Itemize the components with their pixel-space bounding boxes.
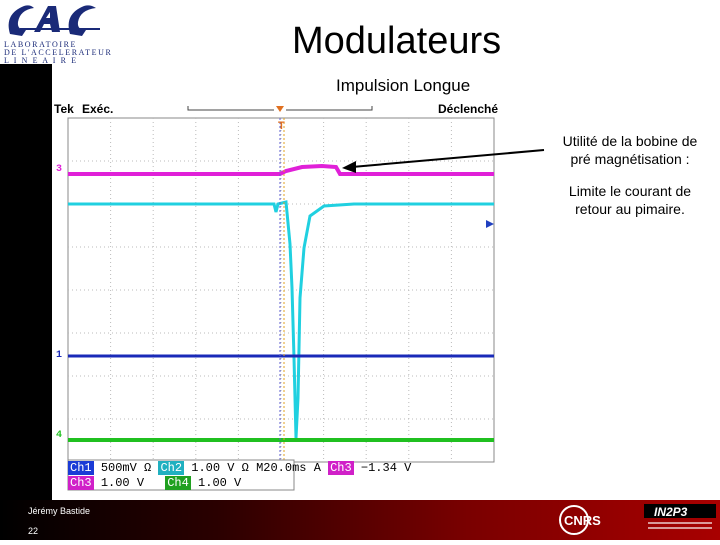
- trigger-t-marker: T: [278, 120, 285, 132]
- slide-title: Modulateurs: [292, 20, 502, 62]
- lal-logo-mark: [8, 5, 100, 36]
- ch1-chip: Ch1: [68, 461, 94, 475]
- trigger-level: −1.34 V: [360, 461, 412, 475]
- ch3-scale: 1.00 V: [100, 476, 145, 490]
- note-2-line-1: Limite le courant de: [568, 183, 692, 199]
- left-sidebar: [0, 64, 52, 500]
- scope-status: Déclenché: [438, 102, 499, 116]
- in2p3-logo-text: IN2P3: [654, 505, 688, 519]
- readout-row-2: Ch3 1.00 V Ch4 1.00 V: [68, 476, 241, 490]
- ch3-chip: Ch3: [68, 476, 94, 490]
- cnrs-logo: CNRS: [556, 500, 640, 540]
- note-2-line-2: retour au pimaire.: [575, 201, 685, 217]
- oscilloscope-graticule: [54, 98, 510, 492]
- time-base: M20.0ms: [256, 461, 307, 475]
- author-name: Jérémy Bastide: [28, 506, 91, 516]
- page-number: 22: [28, 526, 39, 536]
- lal-logo: LABORATOIRE DE L'ACCELERATEUR L I N E A …: [0, 0, 111, 65]
- trigger-channel: Ch3: [328, 461, 354, 475]
- in2p3-logo: IN2P3: [644, 502, 716, 538]
- ch1-label: 1: [56, 350, 63, 361]
- cnrs-logo-text: CNRS: [564, 513, 601, 528]
- slide-subtitle: Impulsion Longue: [336, 76, 471, 95]
- scope-mode: Exéc.: [82, 102, 114, 116]
- ch3-trace: [68, 163, 494, 176]
- ch4-scale: 1.00 V: [198, 476, 242, 490]
- readout-row-1: Ch1 500mV Ω Ch2 1.00 V Ω M20.0ms A Ch3 −…: [68, 461, 411, 475]
- footer-bar: [0, 500, 720, 540]
- ch4-chip: Ch4: [165, 476, 191, 490]
- trigger-mode: A: [313, 461, 321, 475]
- logo-line-2: DE L'ACCELERATEUR: [4, 48, 113, 57]
- oscilloscope-capture: Tek Exéc. Déclenché T 3 1 4 Ch1 500mV Ω …: [54, 98, 510, 492]
- note-1-line-1: Utilité de la bobine de: [562, 133, 698, 149]
- scope-brand: Tek: [54, 102, 74, 116]
- logo-line-1: LABORATOIRE: [4, 40, 78, 49]
- trigger-level-marker: [486, 220, 494, 228]
- trigger-position-marker: [276, 106, 284, 112]
- ch2-chip: Ch2: [158, 461, 185, 475]
- ch4-label: 4: [56, 430, 63, 441]
- annotation-arrow: [342, 149, 545, 173]
- ch3-label: 3: [56, 164, 63, 175]
- logo-line-3: L I N E A I R E: [4, 56, 78, 65]
- note-1-line-2: pré magnétisation :: [570, 151, 690, 167]
- ch1-scale: 500mV Ω: [100, 461, 152, 475]
- ch2-scale: 1.00 V Ω: [191, 461, 249, 475]
- ch2-trace: [68, 200, 494, 439]
